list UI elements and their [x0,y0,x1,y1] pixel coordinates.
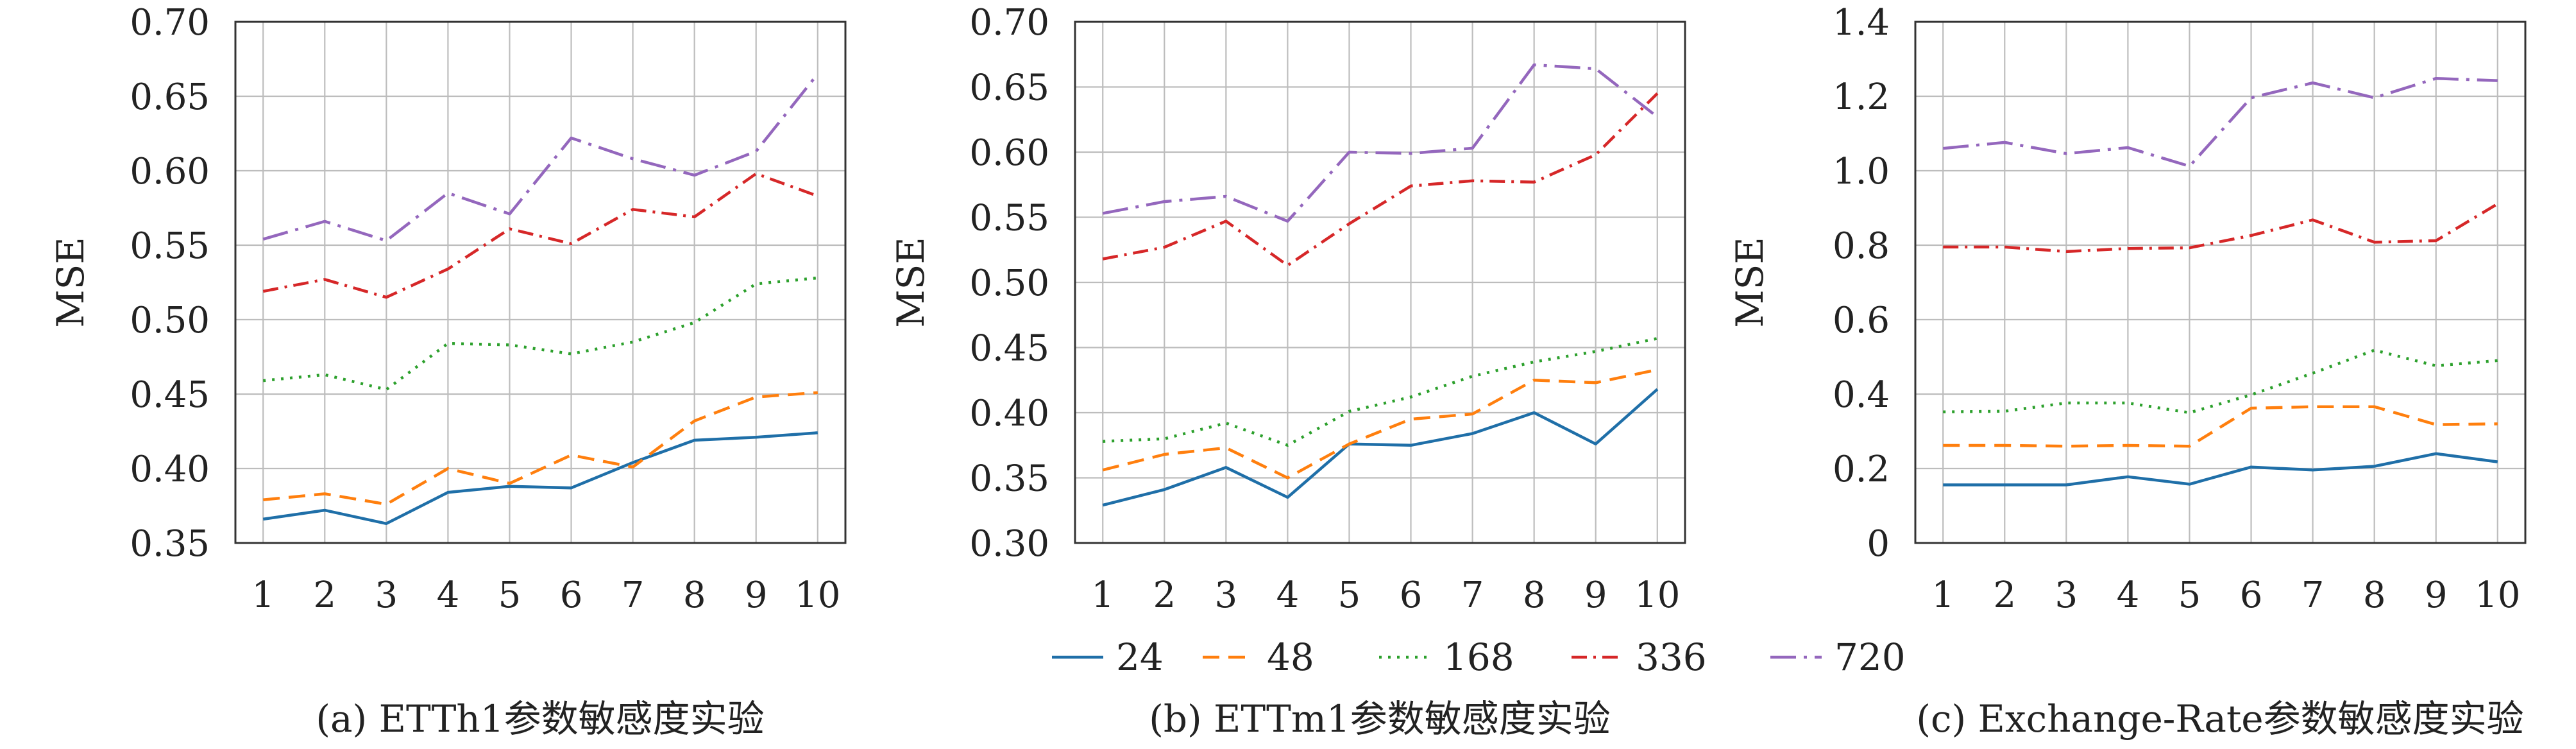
y-tick-label: 0.40 [969,393,1049,435]
x-tick-label: 2 [313,574,336,616]
x-tick-label: 2 [1153,574,1176,616]
x-tick-label: 6 [2240,574,2263,616]
legend-label: 24 [1116,635,1164,679]
y-tick-label: 0.60 [969,132,1049,174]
y-tick-label: 0.8 [1833,225,1890,267]
y-tick-label: 0.70 [130,2,210,44]
x-tick-label: 2 [1993,574,2016,616]
series-line-168 [262,276,818,392]
y-tick-label: 0.40 [130,449,210,490]
x-tick-label: 7 [2301,574,2325,616]
legend-label: 720 [1835,635,1906,679]
y-axis-label: MSE [49,237,92,327]
chart-panels: 0.350.400.450.500.550.600.650.701 2 3 4 5 6 7 8… [49,2,2527,741]
legend-item-336: 336 [1572,635,1707,679]
x-tick-label: 7 [622,574,645,616]
x-tick-label: 9 [1584,574,1607,616]
x-tick-label: 9 [745,574,768,616]
legend-item-48: 48 [1203,635,1314,679]
series-line-720 [1942,76,2498,168]
series-line-168 [1103,337,1658,447]
panel-caption: (c) Exchange-Rate参数敏感度实验 [1916,697,2523,741]
x-tick-label: 6 [560,574,583,616]
y-tick-label: 0.2 [1833,449,1890,490]
legend-label: 168 [1443,635,1514,679]
y-tick-label: 0.35 [130,523,210,565]
x-tick-label: 3 [2055,574,2078,616]
series-line-24 [1102,388,1659,507]
y-tick-label: 1.2 [1833,76,1890,118]
chart-panel-2: 0.30 0.35 0.40 0.45 0.50 0.55 0.60 0.65 0.70 1 2 3 4… [889,2,1686,741]
series-line-24 [262,431,818,526]
y-tick-label: 0.4 [1833,374,1890,416]
y-tick-label: 0.45 [969,328,1049,370]
x-tick-label: 4 [1276,574,1300,616]
series-line-720 [1102,63,1659,223]
series-line-336 [1943,202,2498,254]
x-tick-label: 8 [683,574,706,616]
x-tick-label: 7 [1461,574,1484,616]
x-tick-label: 4 [437,574,460,616]
series-line-48 [1102,368,1658,479]
x-tick-label: 1 [1931,574,1954,616]
series-line-48 [262,391,818,506]
x-tick-label: 3 [1215,574,1238,616]
series-line-720 [262,73,819,243]
x-tick-label: 3 [375,574,398,616]
legend-label: 48 [1267,635,1314,679]
y-tick-label: 0 [1867,523,1890,565]
y-tick-label: 0.50 [969,263,1049,304]
y-tick-label: 0.65 [969,67,1049,109]
x-tick-label: 1 [251,574,275,616]
y-tick-label: 0.70 [969,2,1049,44]
chart-panel-1: 0.35 0.40 0.45 0.50 0.55 0.60 0.65 0.70 1 2 3 4 5 6 7 8… [49,2,847,741]
legend-item-168: 168 [1379,635,1514,679]
x-tick-label: 10 [795,574,840,616]
series-line-336 [262,172,818,299]
y-tick-label: 0.60 [130,151,210,193]
x-tick-label: 5 [498,574,521,616]
legend-label: 336 [1636,635,1707,679]
y-tick-label: 0.35 [969,458,1049,500]
y-tick-label: 1.4 [1833,2,1890,44]
plot-frame [1074,21,1686,544]
x-tick-label: 8 [2363,574,2386,616]
series-line-48 [1943,405,2498,448]
y-tick-label: 0.50 [130,300,210,341]
plot-frame [234,21,847,544]
legend: 24 48 168 336 720 [1052,635,1906,679]
panel-caption: (b) ETTm1参数敏感度实验 [1149,697,1611,741]
y-tick-label: 1.0 [1833,151,1890,193]
y-tick-label: 0.55 [969,198,1049,239]
x-tick-label: 10 [1634,574,1680,616]
series-line-24 [1943,452,2498,486]
y-tick-label: 0.30 [969,523,1049,565]
y-axis-label: MSE [1728,237,1772,327]
y-tick-label: 0.65 [130,76,210,118]
y-tick-label: 0.6 [1833,300,1890,341]
series-line-336 [1102,92,1659,267]
y-axis-label: MSE [889,237,933,327]
legend-item-24: 24 [1052,635,1164,679]
x-tick-label: 4 [2117,574,2140,616]
y-tick-label: 0.45 [130,374,210,416]
x-tick-label: 5 [1338,574,1361,616]
x-tick-label: 9 [2425,574,2448,616]
chart-panel-3: 0 0.2 0.4 0.6 0.8 1.0 1.2 1.4 1 2 3 4 5 6 7 8 9 10 MSE (c) … [1728,2,2527,741]
x-tick-label: 5 [2178,574,2201,616]
x-tick-label: 8 [1523,574,1546,616]
x-tick-label: 10 [2475,574,2520,616]
legend-item-720: 720 [1770,635,1906,679]
plot-frame [1914,21,2527,544]
series-line-168 [1943,349,2498,415]
y-tick-label: 0.55 [130,225,210,267]
panel-caption: (a) ETTh1参数敏感度实验 [316,697,764,741]
x-tick-label: 1 [1091,574,1114,616]
x-tick-label: 6 [1400,574,1423,616]
